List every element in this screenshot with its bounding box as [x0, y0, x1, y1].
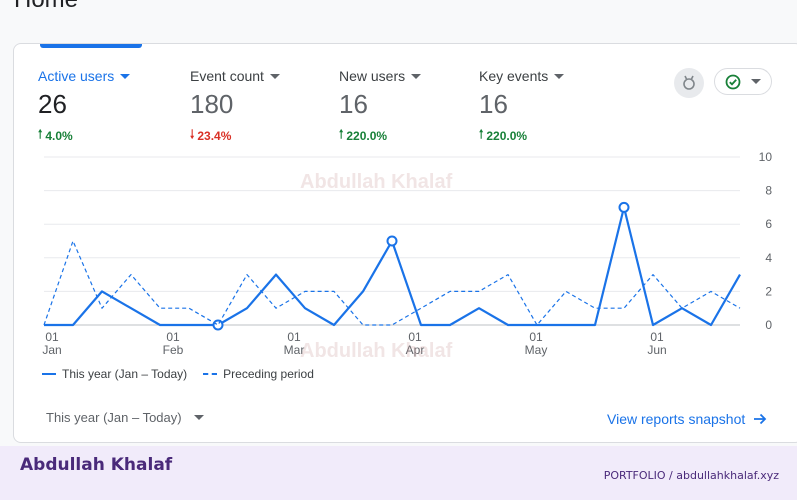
metric-label: Active users	[38, 68, 115, 84]
metric-value: 16	[339, 89, 368, 119]
x-tick-day: 01	[408, 330, 422, 344]
metric-change: 4.0%	[45, 128, 73, 143]
data-point-marker	[386, 235, 398, 247]
x-tick-day: 01	[287, 330, 301, 344]
x-tick-month: Mar	[284, 343, 305, 357]
caret-down-icon	[120, 73, 131, 79]
chart-legend: This year (Jan – Today) Preceding period	[42, 367, 314, 381]
insights-button[interactable]	[674, 68, 704, 98]
data-point-marker	[212, 319, 224, 331]
arrow-up-icon: 🠑	[479, 127, 484, 141]
x-tick-month: Apr	[406, 343, 425, 357]
arrow-up-icon: 🠑	[339, 127, 344, 141]
metric-label: New users	[339, 68, 406, 84]
metric-label: Key events	[479, 68, 549, 84]
metric-value: 16	[479, 89, 508, 119]
x-tick-day: 01	[45, 330, 59, 344]
y-tick-label: 0	[765, 318, 772, 332]
page-title: Home	[14, 0, 78, 14]
y-tick-label: 8	[765, 184, 772, 198]
metric-event-count[interactable]: Event count 180 🠓 23.4%	[190, 68, 280, 146]
view-link-label: View reports snapshot	[607, 411, 746, 427]
date-range-label: This year (Jan – Today)	[46, 410, 182, 425]
arrow-right-icon	[754, 413, 767, 425]
metric-key-events[interactable]: Key events 16 🠑 220.0%	[479, 68, 565, 146]
x-tick-day: 01	[529, 330, 543, 344]
metric-label: Event count	[190, 68, 264, 84]
site-footer: Abdullah Khalaf PORTFOLIO / abdullahkhal…	[0, 446, 797, 500]
metric-change: 23.4%	[197, 128, 232, 143]
metric-active-users[interactable]: Active users 26 🠑 4.0%	[38, 68, 131, 146]
y-tick-label: 10	[759, 150, 773, 164]
x-tick-day: 01	[166, 330, 180, 344]
metric-change: 220.0%	[486, 128, 528, 143]
legend-item-this-period: This year (Jan – Today)	[42, 367, 187, 381]
x-tick-month: Feb	[163, 343, 184, 357]
arrow-up-icon: 🠑	[38, 127, 43, 141]
legend-label: Preceding period	[223, 367, 314, 381]
metric-change: 220.0%	[346, 128, 388, 143]
y-tick-label: 2	[765, 284, 772, 298]
check-circle-icon	[725, 74, 741, 89]
caret-down-icon	[193, 415, 204, 420]
legend-label: This year (Jan – Today)	[62, 367, 188, 381]
caret-down-icon	[411, 73, 422, 79]
compare-toggle-button[interactable]	[714, 68, 772, 95]
badge-icon	[683, 75, 695, 90]
legend-item-previous-period: Preceding period	[203, 367, 314, 381]
metric-new-users[interactable]: New users 16 🠑 220.0%	[339, 68, 422, 146]
caret-down-icon	[751, 79, 761, 84]
view-reports-snapshot-link[interactable]: View reports snapshot	[607, 411, 767, 427]
date-range-selector[interactable]: This year (Jan – Today)	[46, 410, 204, 425]
solid-line-icon	[42, 373, 56, 375]
brand-name: Abdullah Khalaf	[20, 455, 173, 475]
metric-value: 180	[190, 89, 234, 119]
arrow-down-icon: 🠓	[190, 127, 195, 141]
footer-links: PORTFOLIO / abdullahkhalaf.xyz	[603, 469, 779, 482]
dashed-line-icon	[203, 373, 218, 375]
watermark-text: Abdullah Khalaf	[300, 340, 453, 362]
x-tick-month: Jun	[647, 343, 666, 357]
x-tick-month: Jan	[42, 343, 61, 357]
y-tick-label: 4	[765, 251, 772, 265]
data-point-marker	[618, 201, 630, 213]
caret-down-icon	[269, 73, 280, 79]
caret-down-icon	[554, 73, 565, 79]
metric-value: 26	[38, 89, 67, 119]
x-tick-month: May	[525, 343, 548, 357]
series-line-this-year	[44, 206, 741, 327]
watermark-text: Abdullah Khalaf	[300, 171, 453, 193]
active-tab-indicator	[40, 44, 142, 48]
home-summary-card: Active users 26 🠑 4.0% Event count 180 🠓 2…	[13, 43, 797, 443]
y-tick-label: 6	[765, 217, 772, 231]
x-tick-day: 01	[650, 330, 664, 344]
